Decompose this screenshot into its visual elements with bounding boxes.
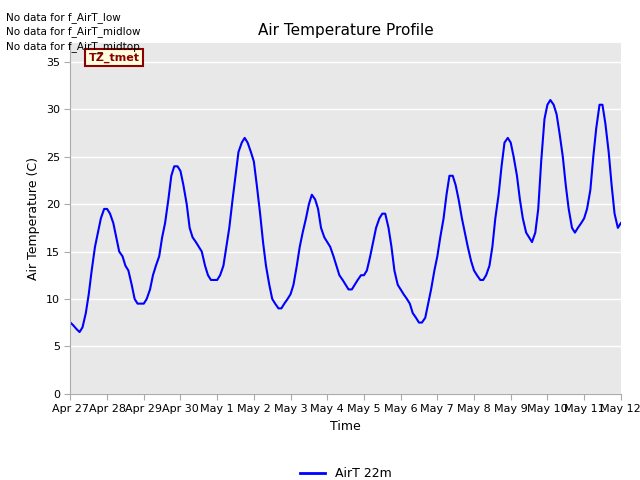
Legend: AirT 22m: AirT 22m: [295, 462, 396, 480]
Title: Air Temperature Profile: Air Temperature Profile: [258, 23, 433, 38]
Text: No data for f_AirT_midlow: No data for f_AirT_midlow: [6, 26, 141, 37]
X-axis label: Time: Time: [330, 420, 361, 432]
Y-axis label: Air Temperature (C): Air Temperature (C): [28, 157, 40, 280]
Text: TZ_tmet: TZ_tmet: [89, 52, 140, 62]
Text: No data for f_AirT_midtop: No data for f_AirT_midtop: [6, 41, 140, 52]
Text: No data for f_AirT_low: No data for f_AirT_low: [6, 12, 121, 23]
